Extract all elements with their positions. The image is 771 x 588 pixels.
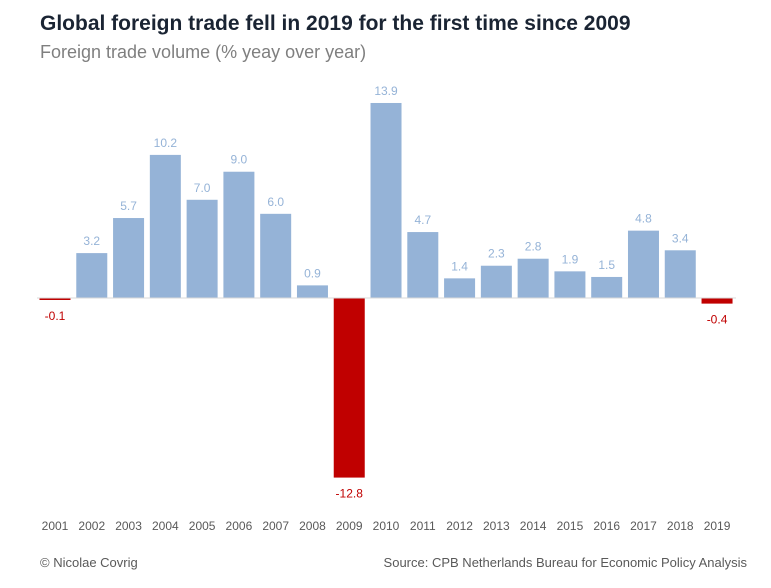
data-label-2004: 10.2 (154, 136, 178, 150)
x-tick-2012: 2012 (446, 519, 473, 533)
x-tick-2017: 2017 (630, 519, 657, 533)
chart-title: Global foreign trade fell in 2019 for th… (40, 12, 631, 35)
author-credit: © Nicolae Covrig (40, 555, 138, 570)
data-label-2003: 5.7 (120, 199, 137, 213)
x-tick-2013: 2013 (483, 519, 510, 533)
bar-2017 (627, 230, 659, 298)
x-tick-2006: 2006 (226, 519, 253, 533)
source-note: Source: CPB Netherlands Bureau for Econo… (383, 555, 747, 570)
data-label-2006: 9.0 (231, 153, 248, 167)
data-label-2010: 13.9 (374, 84, 398, 98)
bar-2016 (591, 276, 623, 298)
bar-2008 (296, 285, 328, 298)
bar-2013 (480, 265, 512, 298)
bar-2006 (223, 171, 255, 298)
x-tick-2007: 2007 (262, 519, 289, 533)
bar-2003 (113, 218, 145, 298)
x-tick-2018: 2018 (667, 519, 694, 533)
data-label-2005: 7.0 (194, 181, 211, 195)
x-tick-2003: 2003 (115, 519, 142, 533)
data-label-2019: -0.4 (707, 313, 728, 327)
data-label-2011: 4.7 (414, 213, 431, 227)
bar-2005 (186, 199, 218, 298)
x-tick-2005: 2005 (189, 519, 216, 533)
data-label-2018: 3.4 (672, 231, 689, 245)
data-label-2017: 4.8 (635, 212, 652, 226)
data-label-2012: 1.4 (451, 259, 468, 273)
bar-2018 (664, 250, 696, 298)
x-tick-2004: 2004 (152, 519, 179, 533)
x-tick-2016: 2016 (593, 519, 620, 533)
x-tick-2019: 2019 (704, 519, 731, 533)
bar-2019 (701, 298, 733, 304)
x-tick-2008: 2008 (299, 519, 326, 533)
bar-2012 (444, 278, 476, 298)
x-tick-2015: 2015 (557, 519, 584, 533)
x-tick-2009: 2009 (336, 519, 363, 533)
data-label-2016: 1.5 (598, 258, 615, 272)
bar-2011 (407, 232, 439, 298)
bar-2015 (554, 271, 586, 298)
bar-2001 (39, 298, 71, 300)
bar-2002 (76, 253, 108, 298)
bar-2010 (370, 102, 402, 298)
data-label-2009: -12.8 (336, 487, 364, 501)
x-tick-2001: 2001 (42, 519, 69, 533)
bar-2004 (149, 154, 181, 298)
x-tick-2011: 2011 (410, 519, 436, 533)
x-tick-2002: 2002 (78, 519, 105, 533)
x-tick-2014: 2014 (520, 519, 547, 533)
data-label-2007: 6.0 (267, 195, 284, 209)
data-label-2014: 2.8 (525, 240, 542, 254)
bar-2007 (260, 213, 292, 298)
data-label-2008: 0.9 (304, 266, 321, 280)
bar-2009 (333, 298, 365, 478)
data-label-2001: -0.1 (45, 309, 66, 323)
bar-2014 (517, 258, 549, 298)
chart-subtitle: Foreign trade volume (% yeay over year) (40, 42, 367, 62)
data-label-2013: 2.3 (488, 247, 505, 261)
x-tick-2010: 2010 (373, 519, 400, 533)
data-label-2002: 3.2 (83, 234, 100, 248)
data-label-2015: 1.9 (562, 252, 579, 266)
